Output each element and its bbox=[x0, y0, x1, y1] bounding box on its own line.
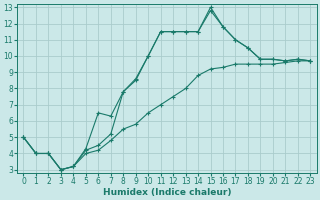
X-axis label: Humidex (Indice chaleur): Humidex (Indice chaleur) bbox=[103, 188, 231, 197]
